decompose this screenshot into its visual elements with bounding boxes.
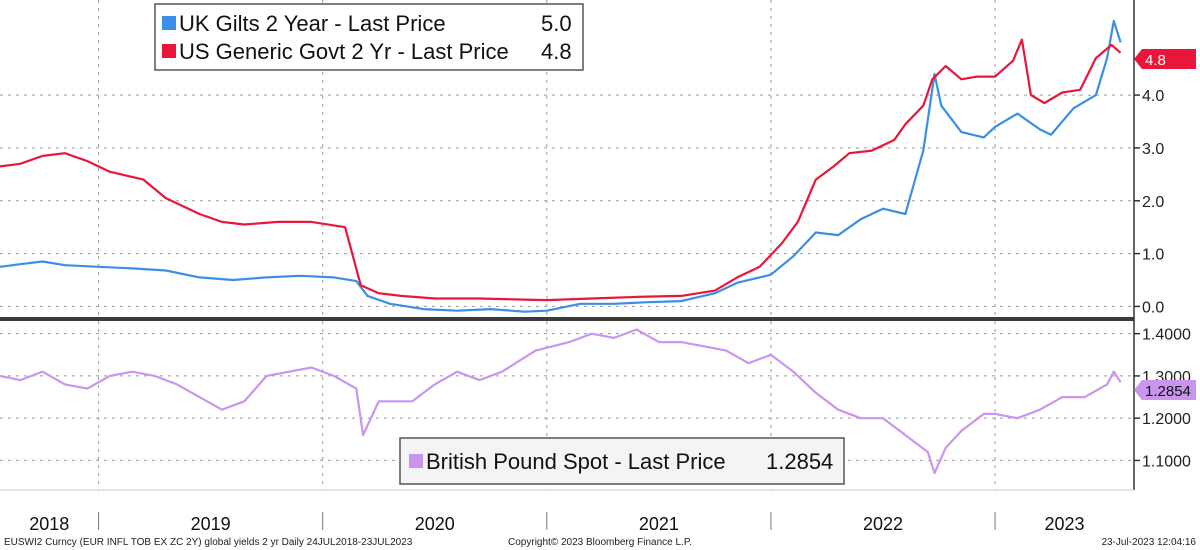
lower-panel-grid — [0, 321, 1134, 490]
footer-right: 23-Jul-2023 12:04:16 — [1101, 537, 1196, 548]
last-price-tag-upper: 4.8 — [1134, 49, 1196, 69]
legend-label-uk-gilts: UK Gilts 2 Year - Last Price — [179, 11, 446, 36]
x-year-label: 2021 — [639, 514, 679, 534]
lower-legend: British Pound Spot - Last Price 1.2854 — [399, 437, 845, 485]
footer-left: EUSWI2 Curncy (EUR INFL TOB EX ZC 2Y) gl… — [4, 537, 413, 548]
legend-value-us-govt: 4.8 — [541, 39, 572, 64]
panel-divider — [0, 317, 1134, 321]
last-price-tag-lower: 1.2854 — [1134, 380, 1196, 400]
legend-swatch-gbp — [409, 454, 423, 468]
x-year-label: 2020 — [415, 514, 455, 534]
last-price-tag-upper-text: 4.8 — [1145, 52, 1166, 69]
y-tick-label: 4.0 — [1142, 88, 1164, 105]
y-tick-label: 0.0 — [1142, 299, 1164, 316]
x-axis: 2018 2019 2020 2021 2022 2023 — [0, 489, 1134, 534]
legend-value-gbp: 1.2854 — [766, 449, 833, 474]
y-tick-label: 1.4000 — [1142, 327, 1191, 344]
legend-swatch-uk-gilts — [162, 16, 176, 30]
y-tick-label: 1.1000 — [1142, 453, 1191, 470]
legend-swatch-us-govt — [162, 44, 176, 58]
series-line-upper-0 — [0, 20, 1122, 313]
x-year-label: 2019 — [191, 514, 231, 534]
footer-bar — [0, 531, 1200, 550]
y-tick-label: 3.0 — [1142, 141, 1164, 158]
lower-legend-box — [399, 437, 845, 485]
x-year-label: 2023 — [1045, 514, 1085, 534]
series-line-upper-1 — [0, 38, 1122, 302]
y-tick-label: 1.2000 — [1142, 411, 1191, 428]
legend-label-us-govt: US Generic Govt 2 Yr - Last Price — [179, 39, 509, 64]
y-tick-label: 1.0 — [1142, 247, 1164, 264]
legend-label-gbp: British Pound Spot - Last Price — [426, 449, 726, 474]
x-year-label: 2022 — [863, 514, 903, 534]
series-line-lower-0 — [0, 328, 1122, 475]
upper-y-axis: 0.0 1.0 2.0 3.0 4.0 — [1134, 88, 1164, 316]
legend-value-uk-gilts: 5.0 — [541, 11, 572, 36]
last-price-tag-lower-shape — [1134, 380, 1196, 400]
last-price-tag-upper-shape — [1134, 49, 1196, 69]
upper-panel-grid — [0, 0, 1134, 317]
x-year-label: 2018 — [29, 514, 69, 534]
series-layer — [0, 20, 1122, 475]
upper-legend-box — [154, 3, 584, 71]
footer-center: Copyright© 2023 Bloomberg Finance L.P. — [508, 537, 692, 548]
upper-legend: UK Gilts 2 Year - Last Price 5.0 US Gene… — [154, 3, 584, 71]
y-tick-label: 2.0 — [1142, 194, 1164, 211]
last-price-tag-lower-text: 1.2854 — [1145, 383, 1191, 400]
